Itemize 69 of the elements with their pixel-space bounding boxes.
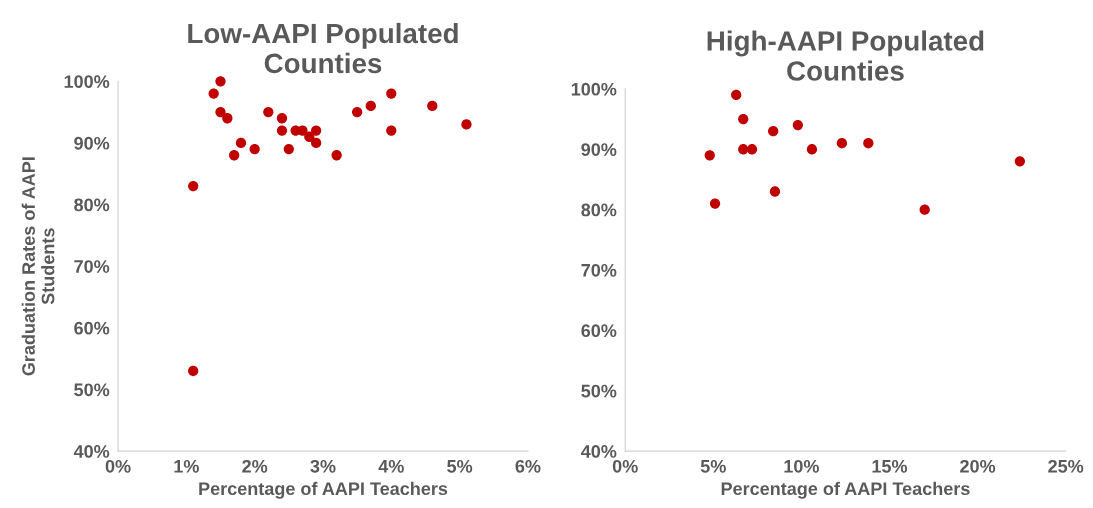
point — [746, 144, 758, 155]
x-tick-label: 6% — [515, 459, 541, 473]
x-axis-title: Percentage of AAPI Teachers — [199, 481, 448, 499]
point — [351, 106, 363, 118]
point — [311, 125, 322, 136]
point — [215, 106, 226, 118]
point — [331, 150, 342, 161]
point — [215, 76, 226, 87]
y-tick-label: 70% — [581, 263, 617, 277]
point — [731, 89, 742, 101]
x-tick-label: 15% — [872, 459, 908, 473]
point — [283, 143, 294, 155]
point — [222, 113, 233, 124]
point — [276, 125, 288, 136]
point — [208, 88, 219, 99]
x-tick-label: 4% — [378, 459, 404, 473]
point — [427, 100, 438, 112]
point — [276, 113, 288, 124]
y-tick-label: 60% — [74, 321, 110, 335]
point — [738, 113, 749, 125]
x-axis-title: Percentage of AAPI Teachers — [721, 481, 970, 499]
point — [768, 126, 779, 137]
chart-title: Low-AAPI Populated Counties — [188, 22, 458, 74]
y-tick-label: 70% — [74, 260, 110, 273]
point — [311, 137, 322, 149]
point — [806, 144, 818, 155]
x-tick-label: 5% — [700, 459, 726, 473]
y-tick-label: 100% — [64, 75, 110, 88]
point — [249, 143, 260, 155]
chart-title: High-AAPI Populated Counties — [707, 30, 984, 81]
point — [769, 186, 781, 197]
point — [709, 198, 721, 209]
y-tick-label: 40% — [73, 445, 110, 458]
point — [919, 204, 930, 215]
point — [738, 144, 749, 155]
point — [792, 119, 804, 131]
y-tick-label: 50% — [74, 383, 110, 397]
y-tick-label: 80% — [74, 198, 110, 212]
y-axis-title: Graduation Rates of AAPI Students — [21, 157, 55, 376]
point — [188, 180, 199, 192]
point — [836, 138, 848, 149]
point — [365, 100, 376, 112]
point — [304, 131, 315, 142]
x-tick-label: 20% — [960, 459, 996, 473]
x-tick-label: 0% — [105, 459, 131, 473]
y-tick-label: 100% — [571, 82, 617, 96]
y-tick-label: 80% — [581, 203, 617, 217]
point — [386, 88, 397, 99]
point — [263, 106, 274, 118]
y-tick-label: 40% — [581, 445, 617, 458]
y-tick-label: 60% — [581, 324, 617, 338]
x-tick-label: 5% — [447, 459, 473, 473]
x-tick-label: 2% — [242, 459, 268, 473]
x-tick-label: 1% — [174, 459, 199, 473]
y-tick-label: 90% — [581, 143, 617, 156]
x-tick-label: 25% — [1048, 459, 1084, 473]
point — [1014, 156, 1026, 167]
point — [704, 150, 715, 161]
point — [863, 138, 874, 149]
point — [229, 150, 240, 161]
point — [235, 137, 247, 149]
x-tick-label: 3% — [310, 459, 336, 473]
x-tick-label: 0% — [612, 459, 638, 473]
point — [461, 119, 472, 130]
point — [188, 365, 199, 377]
point — [386, 125, 397, 136]
y-tick-label: 90% — [74, 136, 110, 150]
x-tick-label: 10% — [784, 459, 819, 473]
y-tick-label: 50% — [581, 384, 617, 398]
